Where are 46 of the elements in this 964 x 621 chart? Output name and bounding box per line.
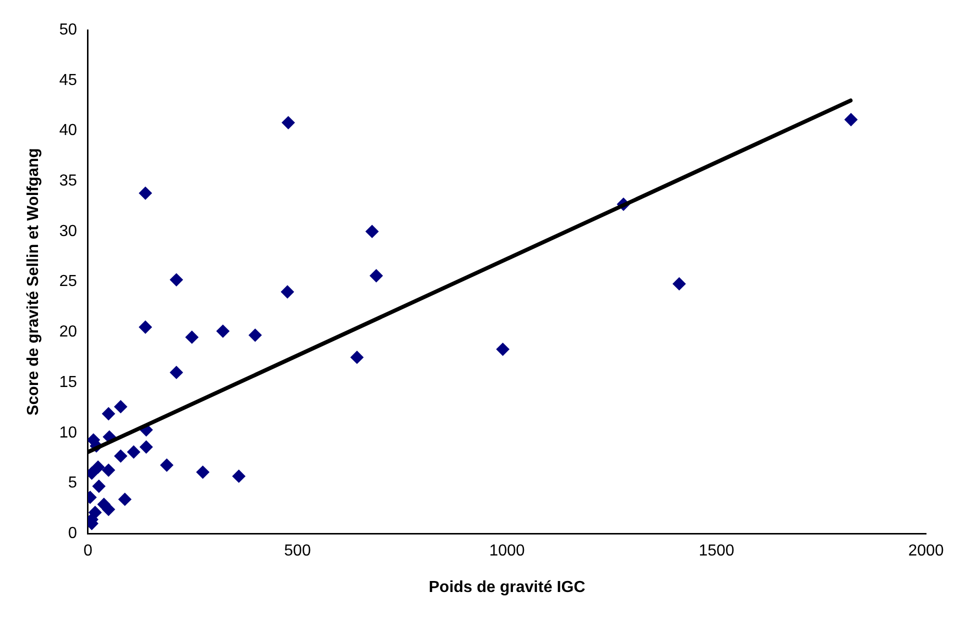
y-tick-label: 50 xyxy=(59,21,78,38)
point xyxy=(248,328,262,342)
y-tick-label: 5 xyxy=(68,474,78,492)
point xyxy=(370,269,383,282)
point xyxy=(118,492,132,506)
x-tick-label: 0 xyxy=(84,542,93,560)
point xyxy=(196,466,210,479)
point xyxy=(114,450,128,463)
x-tick-label: 2000 xyxy=(908,542,944,560)
point xyxy=(160,458,174,472)
point xyxy=(92,460,105,474)
point xyxy=(350,350,364,364)
point xyxy=(92,480,106,493)
point xyxy=(185,330,198,344)
point xyxy=(232,470,246,483)
point xyxy=(366,224,379,238)
y-tick-label: 20 xyxy=(59,324,78,341)
x-axis-title: Poids de gravité IGC xyxy=(428,578,586,596)
point xyxy=(672,277,686,290)
point xyxy=(138,320,152,334)
y-tick-label: 45 xyxy=(59,72,78,89)
point xyxy=(127,446,140,459)
point xyxy=(102,407,116,420)
y-tick-label: 35 xyxy=(59,172,78,190)
point xyxy=(280,285,294,298)
y-axis-title: Score de gravité Sellin et Wolfgang xyxy=(25,148,42,416)
x-tick-label: 500 xyxy=(284,542,311,560)
point xyxy=(114,400,128,414)
y-tick-label: 10 xyxy=(59,424,78,442)
point xyxy=(216,324,230,338)
point xyxy=(140,440,153,454)
point xyxy=(496,342,510,356)
point xyxy=(170,366,183,379)
y-tick-label: 0 xyxy=(68,525,78,542)
y-tick-label: 25 xyxy=(59,273,78,290)
point xyxy=(844,113,858,126)
point xyxy=(170,273,183,286)
point xyxy=(102,502,116,516)
point xyxy=(282,116,295,130)
y-tick-label: 30 xyxy=(59,222,78,240)
y-tick-label: 40 xyxy=(59,122,78,140)
x-tick-label: 1000 xyxy=(489,542,525,560)
point xyxy=(102,464,116,477)
y-tick-label: 15 xyxy=(59,374,78,391)
x-tick-label: 1500 xyxy=(698,542,734,560)
point xyxy=(138,186,152,200)
